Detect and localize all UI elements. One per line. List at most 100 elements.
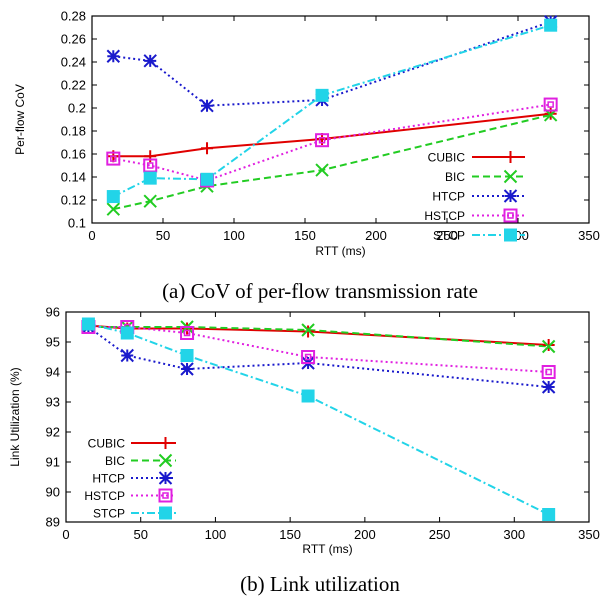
y-tick-label: 94 (46, 365, 60, 380)
y-tick-label: 0.1 (68, 216, 86, 231)
y-tick-label: 0.24 (61, 55, 86, 70)
data-point-bic (541, 339, 556, 354)
y-axis-label: Link Utilization (%) (8, 367, 22, 466)
x-tick-label: 50 (156, 228, 170, 243)
data-point-bic (143, 194, 157, 208)
caption-a: (a) CoV of per-flow transmission rate (162, 279, 478, 303)
data-point-bic (315, 163, 329, 177)
data-point-htcp (120, 348, 134, 363)
y-tick-label: 91 (46, 455, 60, 470)
y-tick-label: 96 (46, 305, 60, 320)
legend-marker-hstcp (158, 488, 173, 503)
series-line-hstcp (113, 103, 551, 182)
y-tick-label: 0.18 (61, 124, 86, 139)
legend-label-cubic: CUBIC (428, 151, 466, 165)
legend-marker-cubic (159, 437, 172, 449)
legend-label-hstcp: HSTCP (84, 489, 125, 503)
x-tick-label: 100 (223, 228, 245, 243)
legend-marker-stcp (159, 506, 172, 520)
data-point-hstcp (106, 151, 121, 166)
data-point-htcp (106, 49, 121, 63)
y-tick-label: 0.16 (61, 147, 86, 162)
y-tick-label: 0.14 (61, 170, 86, 185)
y-tick-label: 0.2 (68, 101, 86, 116)
data-point-hstcp (180, 326, 195, 340)
x-tick-label: 250 (436, 228, 458, 243)
series-line-hstcp (88, 326, 549, 373)
y-tick-label: 89 (46, 515, 60, 530)
data-point-htcp (143, 54, 157, 68)
series-line-htcp (113, 20, 551, 107)
data-point-bic (106, 202, 121, 216)
legend-label-cubic: CUBIC (88, 437, 126, 451)
x-tick-label: 150 (279, 527, 301, 542)
data-point-stcp (315, 88, 329, 102)
legend-marker-cubic (504, 151, 517, 163)
x-tick-label: 150 (294, 228, 316, 243)
data-point-stcp (143, 171, 157, 185)
legend-label-stcp: STCP (433, 229, 465, 243)
data-point-cubic (542, 339, 555, 351)
data-point-htcp (180, 362, 194, 376)
data-point-hstcp (541, 365, 556, 379)
legend-label-bic: BIC (105, 454, 125, 468)
x-tick-label: 350 (578, 228, 600, 243)
data-point-hstcp (143, 158, 158, 173)
y-tick-label: 0.28 (61, 9, 86, 24)
y-tick-label: 95 (46, 335, 60, 350)
x-tick-label: 100 (205, 527, 227, 542)
data-point-stcp (542, 508, 556, 521)
x-tick-label: 0 (88, 228, 95, 243)
x-tick-label: 250 (429, 527, 451, 542)
plot-frame (65, 311, 590, 523)
legend-marker-bic (158, 453, 173, 468)
y-axis-label: Per-flow CoV (13, 84, 27, 155)
data-point-stcp (200, 172, 214, 186)
series-line-stcp (112, 24, 551, 198)
x-axis-label: RTT (ms) (302, 542, 352, 556)
data-point-hstcp (315, 133, 330, 148)
series-line-bic (113, 113, 551, 211)
y-tick-label: 90 (46, 485, 60, 500)
x-tick-label: 200 (354, 527, 376, 542)
legend-label-hstcp: HSTCP (424, 209, 465, 223)
legend-marker-stcp (504, 228, 517, 242)
chart-per-flow-cov: 0 50 100 150 200 250 300 3500.10.120.140.160.18… (13, 9, 600, 259)
x-tick-label: 200 (365, 228, 387, 243)
y-tick-label: 0.22 (61, 78, 86, 93)
caption-b: (b) Link utilization (240, 572, 400, 596)
data-point-cubic (201, 142, 214, 155)
legend-label-htcp: HTCP (432, 190, 465, 204)
series-line-htcp (87, 326, 549, 388)
series-line-cubic (113, 112, 551, 158)
chart-link-utilization: 0 50 100 150 200 250 300 350 89 90 91 92 93 94 95 96 RTT… (8, 305, 600, 557)
legend-marker-htcp (503, 189, 518, 203)
data-point-hstcp (543, 97, 558, 112)
legend-label-stcp: STCP (93, 507, 125, 521)
data-point-cubic (181, 322, 194, 335)
x-tick-label: 0 (62, 527, 69, 542)
data-point-stcp (106, 190, 120, 204)
y-tick-label: 93 (46, 395, 60, 410)
data-point-hstcp (301, 350, 316, 364)
data-point-stcp (120, 326, 134, 340)
data-point-stcp (544, 18, 558, 32)
data-point-stcp (180, 349, 194, 362)
x-tick-label: 300 (503, 527, 525, 542)
data-point-htcp (541, 380, 556, 394)
legend-marker-htcp (158, 471, 173, 485)
legend-marker-hstcp (503, 208, 518, 223)
legend-marker-bic (503, 169, 518, 184)
data-point-htcp (200, 98, 214, 113)
y-tick-label: 0.12 (61, 193, 86, 208)
series-line-stcp (88, 323, 550, 516)
x-axis-label: RTT (ms) (315, 244, 365, 258)
x-tick-label: 50 (133, 527, 147, 542)
data-point-stcp (81, 317, 95, 331)
data-point-bic (301, 323, 315, 337)
y-tick-label: 92 (46, 425, 60, 440)
legend-label-bic: BIC (445, 170, 465, 184)
data-point-stcp (301, 389, 315, 403)
data-point-cubic (302, 325, 315, 338)
